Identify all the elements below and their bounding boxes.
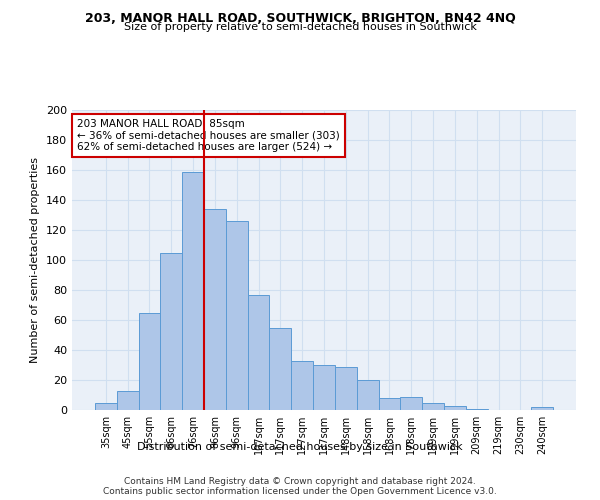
- Bar: [160, 252, 182, 410]
- Text: Contains public sector information licensed under the Open Government Licence v3: Contains public sector information licen…: [103, 488, 497, 496]
- Bar: [291, 360, 313, 410]
- Bar: [335, 366, 357, 410]
- Bar: [269, 328, 291, 410]
- Text: 203, MANOR HALL ROAD, SOUTHWICK, BRIGHTON, BN42 4NQ: 203, MANOR HALL ROAD, SOUTHWICK, BRIGHTO…: [85, 12, 515, 26]
- Text: Contains HM Land Registry data © Crown copyright and database right 2024.: Contains HM Land Registry data © Crown c…: [124, 478, 476, 486]
- Text: Size of property relative to semi-detached houses in Southwick: Size of property relative to semi-detach…: [124, 22, 476, 32]
- Bar: [248, 294, 269, 410]
- Bar: [444, 406, 466, 410]
- Bar: [182, 172, 204, 410]
- Bar: [313, 365, 335, 410]
- Bar: [379, 398, 400, 410]
- Text: Distribution of semi-detached houses by size in Southwick: Distribution of semi-detached houses by …: [137, 442, 463, 452]
- Bar: [531, 407, 553, 410]
- Bar: [117, 390, 139, 410]
- Y-axis label: Number of semi-detached properties: Number of semi-detached properties: [31, 157, 40, 363]
- Bar: [95, 402, 117, 410]
- Bar: [204, 209, 226, 410]
- Bar: [466, 408, 488, 410]
- Bar: [422, 402, 444, 410]
- Bar: [139, 312, 160, 410]
- Bar: [226, 221, 248, 410]
- Text: 203 MANOR HALL ROAD: 85sqm
← 36% of semi-detached houses are smaller (303)
62% o: 203 MANOR HALL ROAD: 85sqm ← 36% of semi…: [77, 119, 340, 152]
- Bar: [357, 380, 379, 410]
- Bar: [400, 396, 422, 410]
